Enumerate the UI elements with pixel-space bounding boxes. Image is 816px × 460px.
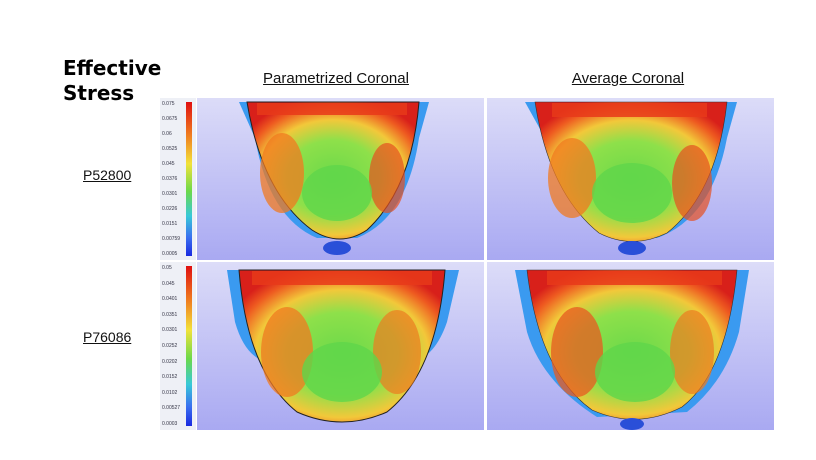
colorbar-tick-label: 0.0102 bbox=[162, 389, 178, 396]
column-header-average: Average Coronal bbox=[571, 70, 685, 87]
colorbar-tick-label: 0.0226 bbox=[162, 206, 178, 212]
stress-map-p52800-parametrized bbox=[197, 98, 484, 260]
column-header-parametrized: Parametrized Coronal bbox=[263, 70, 409, 87]
colorbar-tick-label: 0.0003 bbox=[162, 421, 178, 427]
colorbar-tick-label: 0.0301 bbox=[162, 191, 178, 197]
colorbar-gradient bbox=[186, 266, 192, 426]
colorbar-tick-label: 0.0351 bbox=[162, 311, 178, 318]
colorbar-tick-label: 0.00527 bbox=[162, 405, 181, 412]
colorbar-legend-row1: 0.075 0.0675 0.06 0.0525 0.045 0.0376 0.0301 0.… bbox=[160, 98, 196, 260]
colorbar-tick-label: 0.0401 bbox=[162, 296, 178, 303]
row-label-p52800: P52800 bbox=[83, 167, 132, 183]
stress-map-p76086-average bbox=[487, 262, 774, 430]
title-line-1: Effective bbox=[63, 56, 162, 80]
colorbar-tick-label: 0.0202 bbox=[162, 358, 178, 365]
colorbar-tick-label: 0.05 bbox=[162, 265, 172, 271]
stress-map-p52800-average bbox=[487, 98, 774, 260]
colorbar-tick-label: 0.045 bbox=[162, 161, 175, 167]
colorbar-tick-label: 0.0151 bbox=[162, 221, 178, 227]
colorbar-tick-label: 0.0675 bbox=[162, 116, 178, 122]
colorbar-tick-label: 0.0005 bbox=[162, 251, 178, 257]
figure-title: Effective Stress bbox=[63, 56, 161, 106]
colorbar-tick-label: 0.0376 bbox=[162, 176, 178, 182]
row-label-p76086: P76086 bbox=[83, 329, 132, 345]
stress-contour-image bbox=[227, 269, 459, 423]
colorbar-legend-row2: 0.05 0.045 0.0401 0.0351 0.0301 0.0252 0.0202 0… bbox=[160, 262, 196, 430]
colorbar-gradient bbox=[186, 102, 192, 256]
colorbar-tick-label: 0.075 bbox=[162, 101, 175, 107]
title-line-2: Stress bbox=[63, 81, 135, 105]
stress-contour-image bbox=[515, 269, 749, 430]
colorbar-tick-label: 0.0525 bbox=[162, 146, 178, 152]
colorbar-tick-label: 0.00759 bbox=[162, 236, 181, 242]
colorbar-tick-label: 0.0301 bbox=[162, 327, 178, 334]
stress-contour-image bbox=[525, 101, 737, 255]
stress-map-p76086-parametrized bbox=[197, 262, 484, 430]
colorbar-tick-label: 0.045 bbox=[162, 280, 175, 287]
colorbar-tick-label: 0.0252 bbox=[162, 343, 178, 349]
stress-contour-image bbox=[239, 101, 429, 255]
colorbar-tick-label: 0.06 bbox=[162, 131, 172, 137]
colorbar-tick-label: 0.0152 bbox=[162, 374, 178, 381]
